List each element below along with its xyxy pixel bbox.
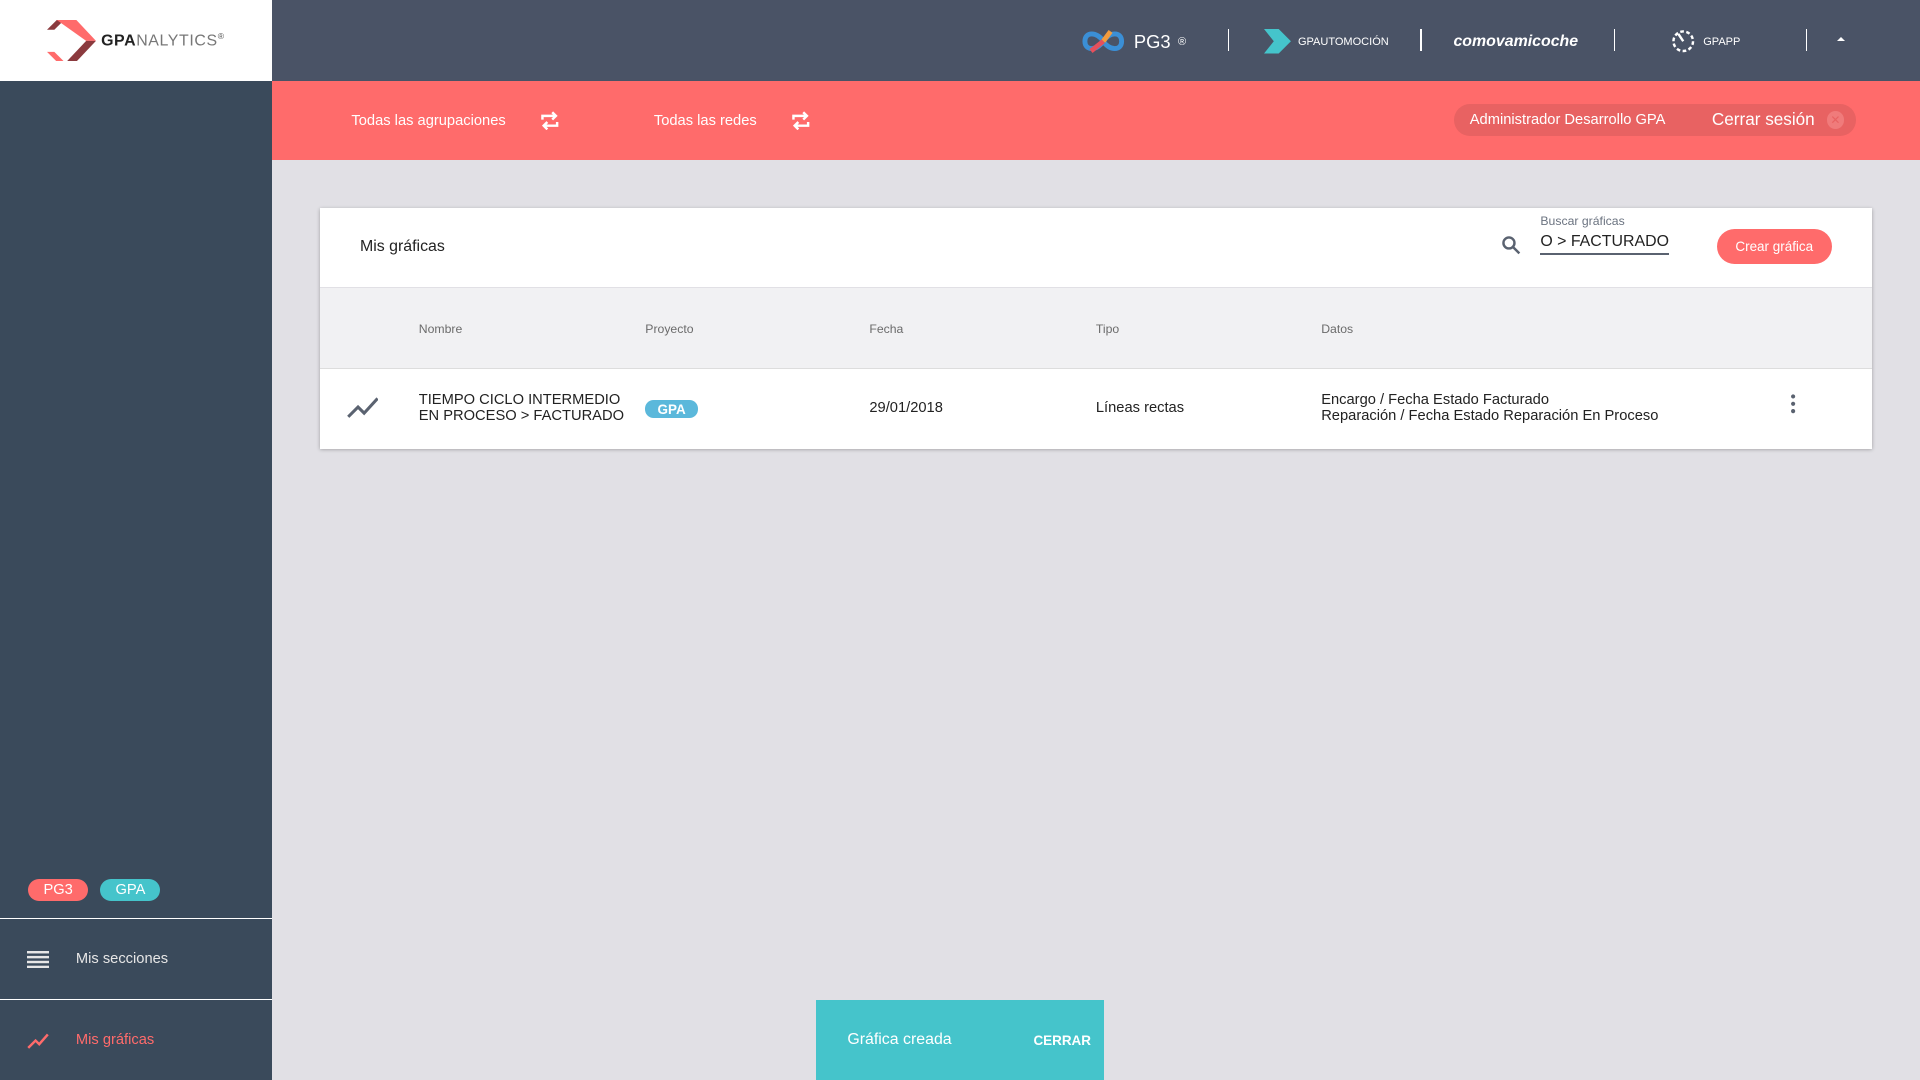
gpapp-gauge-icon — [1672, 30, 1695, 53]
logo-arrow-icon — [47, 19, 97, 62]
divider — [1228, 29, 1230, 52]
logo-reg: ® — [217, 30, 225, 41]
chart-date: 29/01/2018 — [869, 400, 943, 417]
brand-pg3-label: PG3 — [1133, 30, 1171, 52]
brand-comovamicoche-label: comovamicoche — [1453, 32, 1579, 50]
logout-button[interactable]: Cerrar sesión ✕ — [1711, 109, 1845, 130]
more-vertical-icon[interactable] — [1787, 394, 1799, 414]
filter-bar: Todas las agrupaciones Todas las redes A… — [271, 80, 1920, 161]
sidebar-item-label: Mis secciones — [75, 951, 169, 968]
search-icon[interactable] — [1501, 235, 1521, 255]
sidebar — [0, 80, 272, 1080]
divider — [1806, 29, 1808, 52]
brand-gpautomocion[interactable]: GPAUTOMOCIÓN — [1263, 24, 1389, 58]
table-row[interactable]: TIEMPO CICLO INTERMEDIO EN PROCESO > FAC… — [320, 369, 1873, 450]
column-header-datos[interactable]: Datos — [1321, 321, 1354, 336]
close-circle-icon: ✕ — [1826, 111, 1845, 129]
gpautomocion-arrow-icon — [1263, 29, 1291, 54]
brand-comovamicoche[interactable]: comovamicoche — [1453, 24, 1578, 58]
column-header-fecha[interactable]: Fecha — [869, 321, 904, 336]
networks-filter-label: Todas las redes — [653, 112, 757, 129]
caret-up-icon[interactable] — [1836, 36, 1845, 41]
project-badge-label: GPA — [645, 400, 698, 418]
brand-gpapp-label: GPAPP — [1703, 35, 1741, 48]
snackbar: Gráfica creada CERRAR — [815, 1000, 1105, 1080]
charts-card: Mis gráficas Buscar gráficas Crear gráfi… — [319, 208, 1873, 450]
sidebar-item-mis-secciones[interactable]: Mis secciones — [0, 918, 272, 999]
divider — [1420, 29, 1422, 52]
project-pill-gpa[interactable]: GPA — [100, 879, 161, 902]
user-chip: Administrador Desarrollo GPA Cerrar sesi… — [1453, 104, 1857, 136]
logo-text-bold: GPA — [101, 32, 137, 50]
snackbar-close-button[interactable]: CERRAR — [1033, 1032, 1091, 1048]
brand-gpapp[interactable]: GPAPP — [1671, 24, 1740, 58]
create-chart-button[interactable]: Crear gráfica — [1716, 228, 1832, 265]
search-label: Buscar gráficas — [1540, 214, 1625, 229]
search-input[interactable] — [1540, 230, 1669, 256]
table-header: Nombre Proyecto Fecha Tipo Datos — [319, 286, 1873, 369]
chart-data: Encargo / Fecha Estado Facturado Reparaci… — [1321, 392, 1659, 425]
column-header-tipo[interactable]: Tipo — [1095, 321, 1120, 336]
card-title: Mis gráficas — [359, 237, 445, 255]
chart-data-line: Reparación / Fecha Estado Reparación En … — [1321, 407, 1659, 424]
chart-name: TIEMPO CICLO INTERMEDIO EN PROCESO > FAC… — [418, 392, 625, 424]
divider — [1613, 29, 1616, 52]
sidebar-item-mis-graficas[interactable]: Mis gráficas — [0, 999, 272, 1080]
column-header-nombre[interactable]: Nombre — [418, 321, 463, 336]
groups-filter-label: Todas las agrupaciones — [351, 112, 506, 129]
swap-icon — [541, 111, 559, 131]
project-pill-pg3[interactable]: PG3 — [28, 879, 89, 902]
chart-data-line: Encargo / Fecha Estado Facturado — [1321, 392, 1549, 409]
gpanalytics-logo[interactable]: GPANALYTICS® — [0, 0, 272, 81]
chart-type: Líneas rectas — [1095, 400, 1185, 417]
snackbar-message: Gráfica creada — [847, 1031, 952, 1049]
column-header-proyecto[interactable]: Proyecto — [645, 321, 694, 336]
menu-icon — [26, 950, 49, 968]
logo-text-light: NALYTICS — [136, 32, 218, 50]
swap-icon — [792, 111, 810, 131]
project-badge: GPA — [645, 400, 698, 418]
user-name: Administrador Desarrollo GPA — [1469, 111, 1666, 128]
chart-line-icon — [346, 396, 379, 418]
sidebar-item-label: Mis gráficas — [75, 1032, 155, 1049]
brand-reg: ® — [1177, 35, 1187, 48]
networks-filter[interactable]: Todas las redes — [654, 81, 811, 161]
brand-pg3[interactable]: PG3 ® — [1080, 24, 1186, 58]
chart-line-icon — [27, 1033, 49, 1049]
groups-filter[interactable]: Todas las agrupaciones — [351, 81, 559, 161]
top-bar: PG3 ® GPAUTOMOCIÓN comovamicoche GPAPP — [271, 0, 1920, 81]
brand-gpautomocion-label: GPAUTOMOCIÓN — [1297, 35, 1389, 48]
logout-label: Cerrar sesión — [1711, 109, 1815, 130]
pg3-infinity-icon — [1082, 30, 1125, 54]
